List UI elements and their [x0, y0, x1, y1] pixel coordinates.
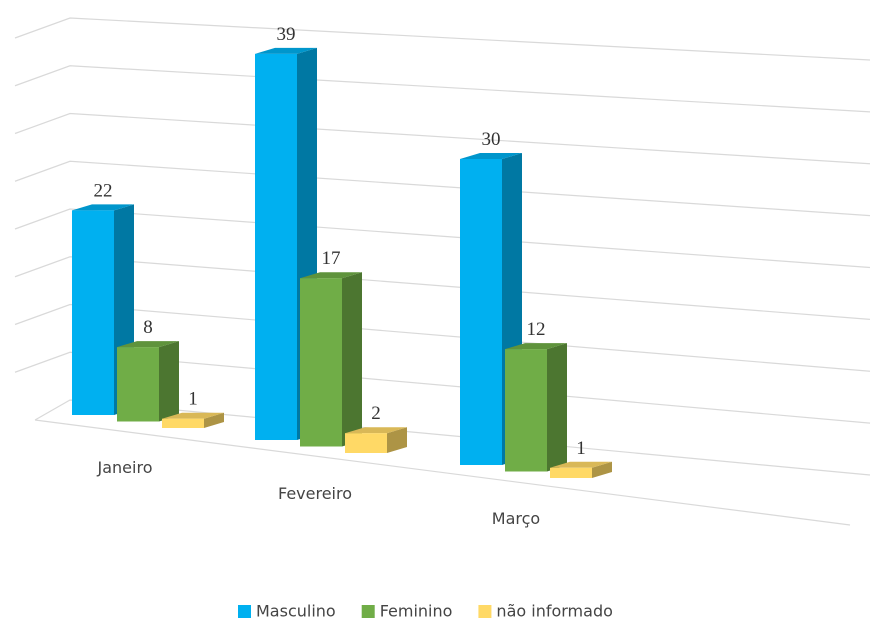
bar — [300, 272, 362, 447]
grid-line — [14, 256, 871, 320]
floor-edge — [34, 419, 851, 526]
data-label: 17 — [322, 248, 341, 269]
grid-line — [34, 399, 871, 476]
bar-top — [345, 427, 407, 434]
data-label: 39 — [277, 24, 296, 45]
bar — [162, 412, 224, 428]
legend-swatch — [361, 605, 375, 618]
bar-side — [547, 343, 567, 472]
bar-front — [460, 159, 502, 465]
bar-front — [117, 347, 159, 422]
bar-side — [592, 461, 612, 478]
data-label: 1 — [188, 389, 198, 410]
grid-line — [14, 351, 871, 424]
grid-line — [14, 65, 871, 113]
grid-line — [14, 208, 871, 269]
legend-label: Feminino — [380, 602, 453, 621]
bar-side — [387, 427, 407, 453]
bar-top — [72, 204, 134, 211]
bar-front — [72, 210, 114, 415]
bar — [345, 427, 407, 453]
legend-label: Masculino — [256, 602, 336, 621]
data-label: 1 — [576, 438, 586, 459]
bar-side — [342, 272, 362, 447]
bar-top — [505, 343, 567, 350]
bar-front — [255, 53, 297, 441]
data-label: 30 — [482, 129, 501, 150]
data-label: 22 — [94, 180, 113, 201]
bar-top — [162, 412, 224, 419]
x-tick-label: Janeiro — [97, 458, 153, 477]
bar-top — [255, 47, 317, 54]
data-label: 2 — [371, 403, 381, 424]
bar-front — [345, 433, 387, 453]
x-tick-label: Março — [492, 509, 540, 528]
x-tick-label: Fevereiro — [278, 484, 352, 503]
bar-top — [460, 153, 522, 159]
grid-line — [14, 112, 871, 165]
legend-swatch — [238, 605, 251, 618]
bar-side — [159, 341, 179, 422]
data-label: 12 — [527, 319, 546, 340]
bar-top — [117, 341, 179, 348]
bar-front — [162, 418, 204, 428]
grid-line — [14, 160, 871, 217]
grid-line — [14, 303, 871, 372]
legend-swatch — [478, 605, 492, 618]
grid-line — [14, 17, 871, 61]
legend-label: não informado — [496, 602, 612, 621]
bar-front — [550, 467, 592, 478]
data-label: 8 — [143, 317, 153, 338]
bar-front — [300, 278, 342, 447]
legend: Masculino Feminino não informado — [238, 602, 613, 621]
bar — [550, 461, 612, 478]
bar-side — [204, 412, 224, 428]
bar — [117, 341, 179, 422]
bar-front — [505, 349, 547, 472]
bar-top — [550, 461, 612, 468]
bar — [505, 343, 567, 472]
bar-top — [300, 272, 362, 279]
